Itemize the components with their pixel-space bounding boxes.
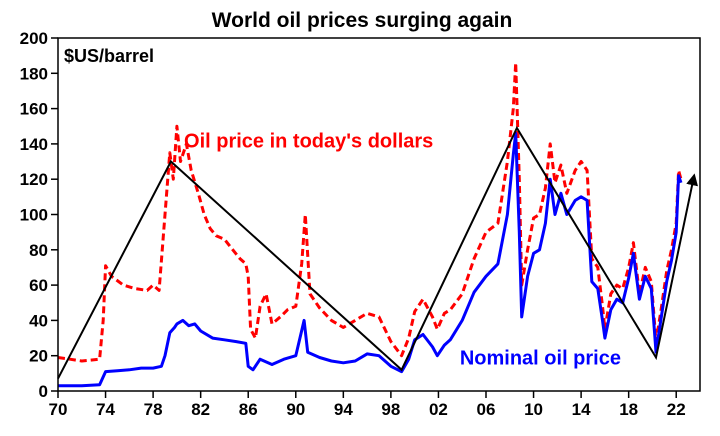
- x-axis-ticks: 70 74 78 82 86 90 94 98 02 06 10 14 18 22: [49, 391, 686, 419]
- x-tick-label: 90: [286, 400, 305, 419]
- trend-line: [57, 125, 699, 380]
- x-tick-label: 74: [96, 400, 115, 419]
- x-tick-label: 82: [191, 400, 210, 419]
- y-tick-label: 120: [20, 170, 48, 189]
- y-tick-label: 100: [20, 206, 48, 225]
- x-tick-label: 10: [524, 400, 543, 419]
- x-tick-label: 22: [667, 400, 686, 419]
- trend-layer: [57, 125, 699, 380]
- y-tick-label: 140: [20, 135, 48, 154]
- y-tick-label: 200: [20, 29, 48, 48]
- plot-area-border: [57, 37, 701, 392]
- x-tick-label: 02: [429, 400, 448, 419]
- y-tick-label: 60: [29, 276, 48, 295]
- y-tick-label: 20: [29, 347, 48, 366]
- x-tick-label: 14: [572, 400, 591, 419]
- plot-frame: [57, 37, 701, 392]
- chart-title: World oil prices surging again: [212, 9, 513, 32]
- y-tick-label: 40: [29, 311, 48, 330]
- series-layer: [57, 61, 683, 388]
- y-axis-ticks: 0 20 40 60 80 100 120 140 160 180 200: [20, 29, 58, 401]
- y-tick-label: 160: [20, 100, 48, 119]
- nominal-oil-price-line: [58, 131, 683, 388]
- real-price-annotation: Oil price in today's dollars: [184, 130, 433, 152]
- nominal-price-annotation: Nominal oil price: [460, 348, 621, 370]
- x-tick-label: 18: [619, 400, 638, 419]
- x-tick-label: 78: [144, 400, 163, 419]
- y-tick-label: 80: [29, 241, 48, 260]
- x-tick-label: 70: [49, 400, 68, 419]
- x-tick-label: 94: [334, 400, 353, 419]
- x-tick-label: 06: [477, 400, 496, 419]
- y-tick-label: 0: [39, 382, 48, 401]
- annotation-layer: Oil price in today's dollars Nominal oil …: [184, 130, 621, 369]
- x-tick-label: 86: [239, 400, 258, 419]
- x-tick-label: 98: [381, 400, 400, 419]
- y-axis-unit-label: $US/barrel: [64, 46, 154, 66]
- y-tick-label: 180: [20, 64, 48, 83]
